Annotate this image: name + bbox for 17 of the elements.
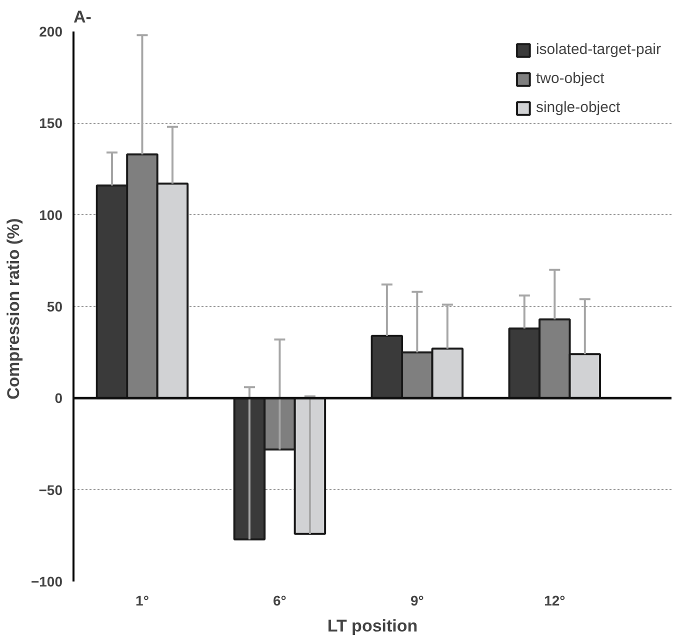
y-axis-title: Compression ratio (%) [4,218,23,400]
y-tick-label: 100 [39,206,63,223]
chart-title: A- [74,8,92,26]
y-tick-label: 0 [54,390,63,406]
legend-label: isolated-target-pair [536,41,661,58]
y-tick-label: 50 [46,298,63,314]
y-tick-label: 200 [39,24,63,40]
y-tick-label: 150 [39,115,63,132]
x-tick-label: 6° [273,592,286,608]
legend-label: two-object [536,70,604,87]
x-tick-label: 9° [410,592,424,608]
legend-label: single-object [536,99,620,116]
x-axis-title: LT position [327,616,418,636]
y-tick-label: −100 [30,574,63,590]
y-tick-label: −50 [38,482,63,498]
x-tick-label: 1° [136,592,149,608]
x-tick-label: 12° [544,592,566,608]
